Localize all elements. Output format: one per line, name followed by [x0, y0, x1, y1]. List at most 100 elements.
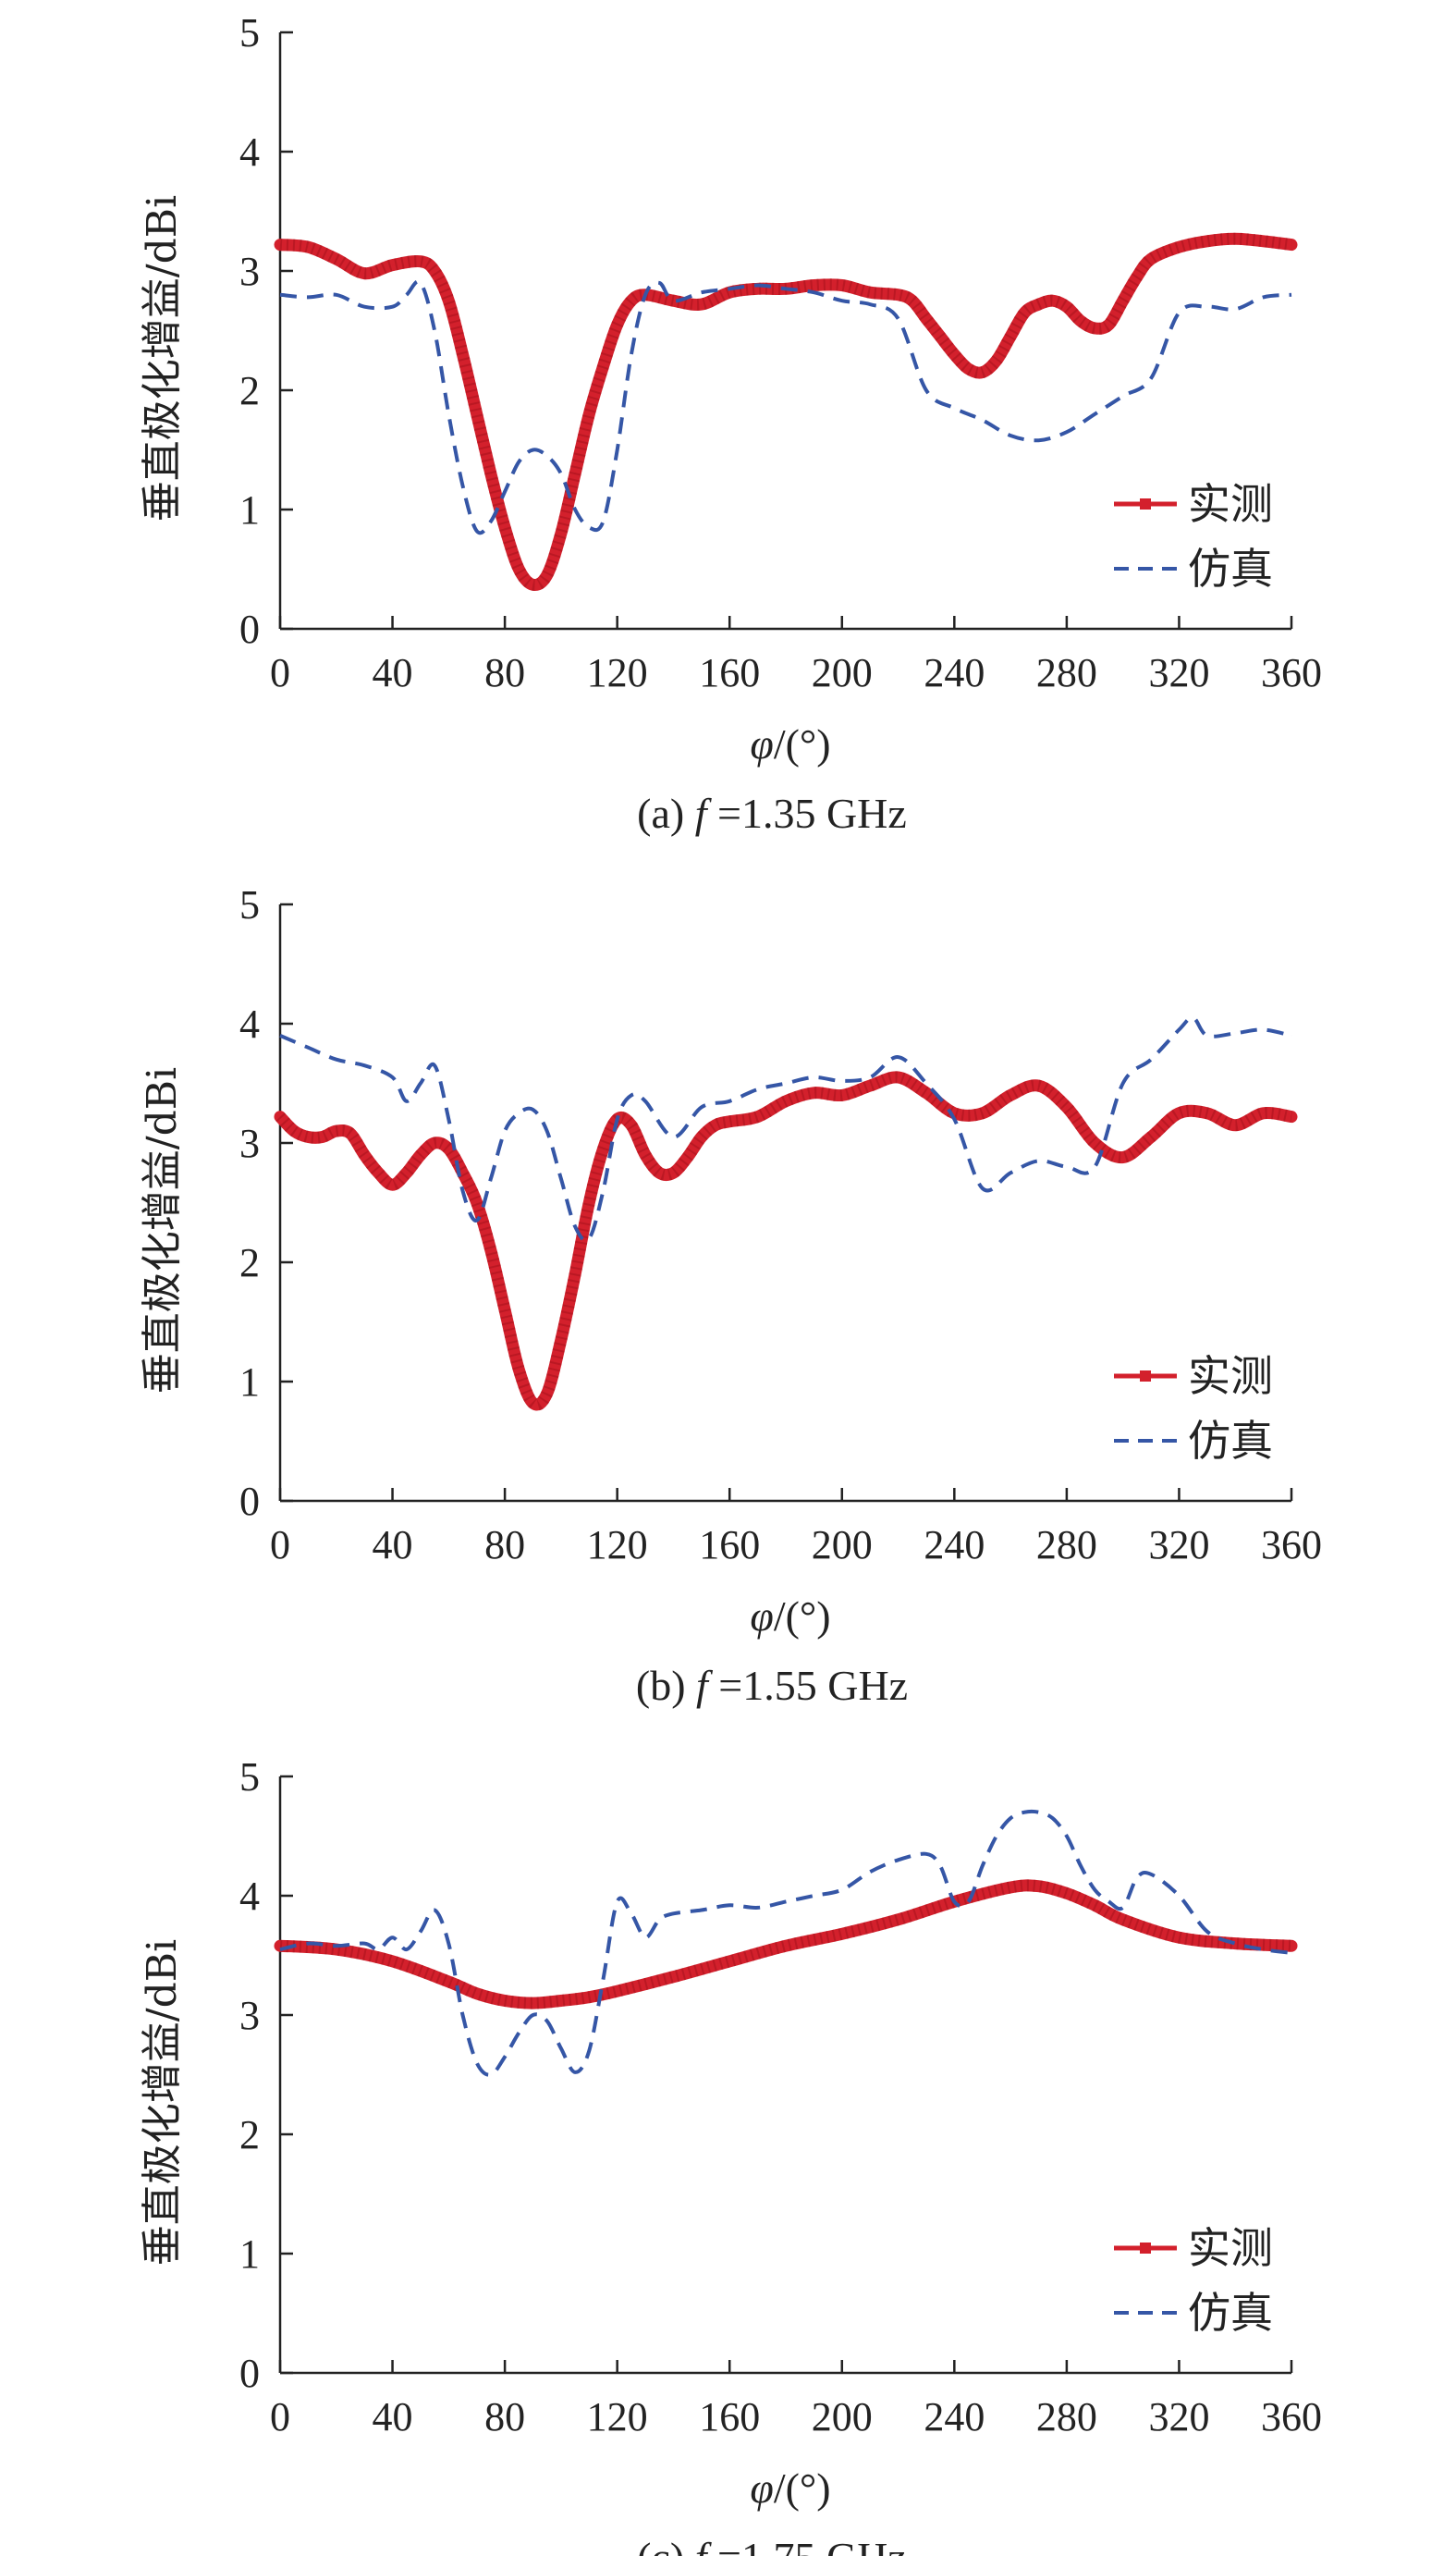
data-point	[728, 291, 730, 293]
data-point	[785, 1900, 787, 1902]
data-point	[1094, 327, 1095, 329]
data-point	[363, 1154, 365, 1156]
data-point	[532, 449, 533, 450]
y-tick-label: 4	[239, 1002, 260, 1047]
caption-prefix: (a)	[637, 790, 695, 837]
data-point	[490, 1249, 492, 1251]
legend-label: 仿真	[1188, 2288, 1273, 2338]
data-point	[644, 294, 646, 296]
x-tick-label: 40	[373, 650, 413, 695]
data-point	[447, 1148, 449, 1149]
data-point	[1023, 1812, 1025, 1813]
x-axis-label: φ/(°)	[750, 1592, 830, 1640]
data-point	[686, 1156, 688, 1158]
data-point	[391, 1936, 393, 1938]
data-point	[363, 306, 365, 308]
data-point	[1234, 1942, 1236, 1944]
data-point	[897, 1919, 899, 1921]
data-point	[996, 1835, 997, 1837]
data-point	[982, 419, 984, 421]
data-point	[391, 264, 393, 265]
data-point	[1052, 300, 1054, 301]
data-point	[841, 1094, 843, 1096]
data-point	[434, 1142, 435, 1144]
data-point	[1009, 1817, 1011, 1819]
data-point	[1234, 1032, 1236, 1034]
data-point	[1150, 1059, 1152, 1061]
data-point	[1037, 303, 1039, 305]
x-axis-unit: /(°)	[774, 2464, 831, 2512]
data-point	[434, 1909, 435, 1911]
x-tick-label: 40	[373, 2394, 413, 2439]
data-point	[279, 1115, 281, 1117]
y-tick-label: 2	[239, 1240, 260, 1285]
data-point	[476, 1201, 478, 1203]
data-point	[1066, 306, 1068, 308]
data-point	[785, 1945, 787, 1947]
data-point	[630, 1124, 632, 1126]
data-point	[560, 473, 562, 474]
y-tick-label: 3	[239, 1121, 260, 1166]
data-point	[1178, 1895, 1180, 1897]
data-point	[546, 574, 548, 576]
x-axis-label: φ/(°)	[750, 720, 830, 768]
data-point	[461, 1172, 463, 1174]
data-point	[953, 1118, 955, 1120]
chart-panel-0: 0 1 2 3 4 5 0 40 80 120 160 200 240 280 320 360 垂直极化增益/d…	[139, 10, 1322, 837]
data-point	[307, 1942, 309, 1944]
legend-label: 实测	[1188, 1351, 1273, 1401]
data-point	[574, 2071, 576, 2073]
data-point	[1009, 1886, 1011, 1888]
data-point	[336, 258, 337, 260]
x-axis-variable: φ	[750, 1592, 773, 1640]
data-point	[1080, 1865, 1082, 1867]
data-point	[363, 1064, 365, 1066]
data-point	[518, 1369, 520, 1370]
legend-marker	[1140, 2243, 1151, 2254]
data-point	[785, 288, 787, 289]
y-tick-label: 3	[239, 249, 260, 294]
x-axis-label: φ/(°)	[750, 2464, 830, 2512]
data-point	[504, 1309, 506, 1310]
data-point	[982, 371, 984, 373]
y-tick-label: 2	[239, 2112, 260, 2157]
data-point	[532, 584, 533, 585]
data-point	[1234, 308, 1236, 310]
data-point	[841, 300, 843, 301]
x-tick-label: 280	[1036, 1522, 1097, 1567]
y-axis-label: 垂直极化增益/dBi	[139, 1939, 186, 2266]
data-point	[912, 300, 913, 301]
series-line-simulated	[279, 1809, 1292, 2077]
chart-panel-1: 0 1 2 3 4 5 0 40 80 120 160 200 240 280 320 360 垂直极化增益/d…	[139, 882, 1322, 1709]
data-point	[602, 1189, 604, 1191]
data-point	[953, 1900, 955, 1902]
data-point	[560, 2047, 562, 2049]
data-point	[560, 533, 562, 535]
data-point	[588, 2050, 590, 2052]
data-point	[672, 300, 674, 301]
data-point	[1192, 1016, 1193, 1018]
data-point	[476, 1220, 478, 1222]
data-point	[813, 1076, 814, 1078]
data-point	[869, 291, 871, 293]
data-point	[336, 1130, 337, 1132]
data-point	[617, 1900, 618, 1902]
data-point	[476, 2061, 478, 2063]
data-point	[1291, 243, 1292, 245]
data-point	[504, 1130, 506, 1132]
data-point	[841, 284, 843, 286]
data-point	[1094, 1166, 1095, 1168]
data-point	[1037, 1160, 1039, 1161]
data-point	[756, 1115, 758, 1117]
data-point	[728, 288, 730, 289]
data-point	[1178, 246, 1180, 248]
x-tick-label: 320	[1148, 650, 1209, 695]
x-axis-variable: φ	[750, 720, 773, 768]
data-point	[518, 461, 520, 462]
x-tick-label: 0	[270, 1522, 290, 1567]
data-point	[672, 1136, 674, 1137]
data-point	[447, 1981, 449, 1983]
data-point	[644, 1936, 646, 1938]
x-tick-label: 0	[270, 650, 290, 695]
